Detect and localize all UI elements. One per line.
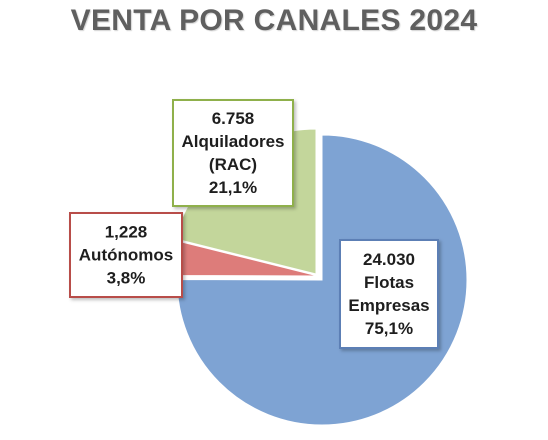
data-label-percent-rac: 21,1% [209, 178, 257, 197]
data-label-name-flotas: Empresas [348, 296, 429, 315]
pie-slice-flotas [176, 134, 468, 426]
data-label-value-rac: 6.758 [212, 109, 255, 128]
data-label-percent-autonomos: 3,8% [107, 269, 146, 288]
data-label-box-autonomos [69, 212, 183, 298]
chart-title: VENTA POR CANALES 2024 [70, 4, 478, 37]
data-label-name-rac: Alquiladores [182, 132, 285, 151]
pie-labels: 24.030 Flotas Empresas 75,1% 1,228 Autónomos 3… [69, 99, 439, 349]
data-label-value-flotas: 24.030 [363, 250, 415, 269]
data-label-box-rac [172, 99, 294, 207]
data-label-name-flotas: Flotas [364, 273, 414, 292]
data-label-value-autonomos: 1,228 [105, 223, 148, 242]
data-label-name-autonomos: Autónomos [79, 246, 173, 265]
data-label-flotas: 24.030 Flotas Empresas 75,1% [339, 239, 439, 349]
data-label-box-flotas [339, 239, 439, 349]
data-label-autonomos: 1,228 Autónomos 3,8% [69, 212, 183, 298]
data-label-name-rac: (RAC) [209, 155, 257, 174]
data-label-rac: 6.758 Alquiladores (RAC) 21,1% [172, 99, 294, 207]
data-label-percent-flotas: 75,1% [365, 319, 413, 338]
